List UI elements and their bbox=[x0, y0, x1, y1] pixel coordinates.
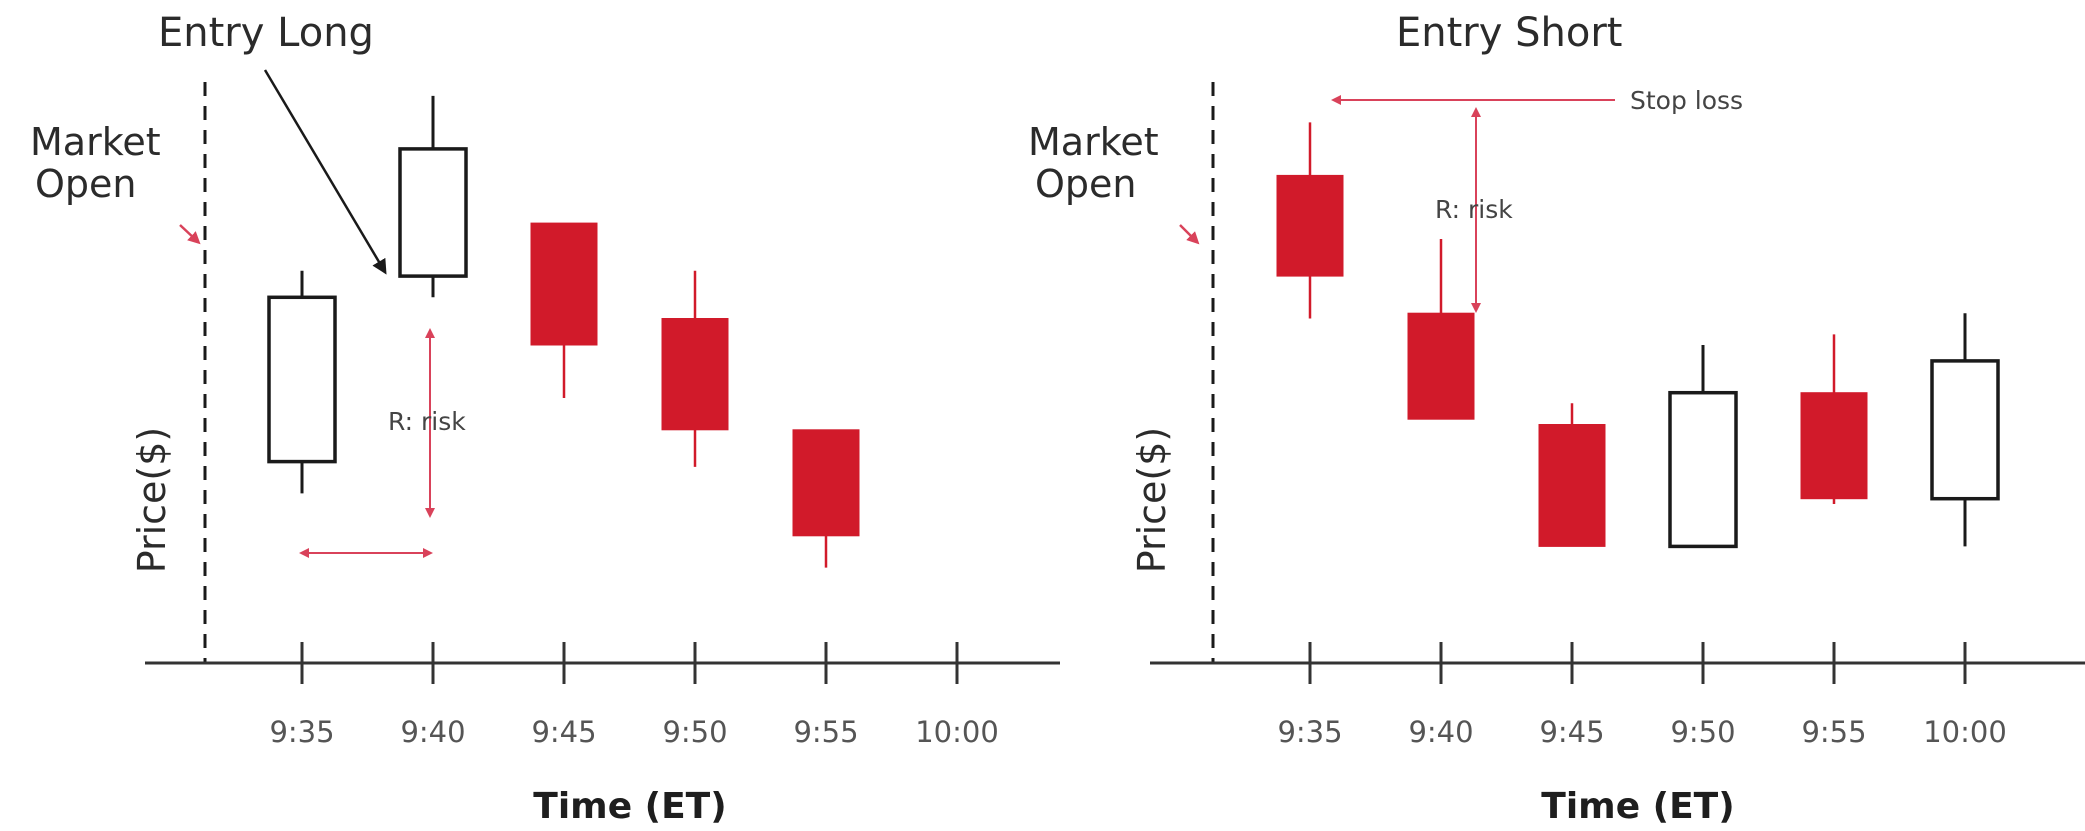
risk-label: R: risk bbox=[1435, 195, 1513, 224]
x-axis-ticks: 9:35 9:40 9:45 9:50 9:55 10:00 bbox=[269, 642, 999, 749]
x-axis-ticks: 9:35 9:40 9:45 9:50 9:55 10:00 bbox=[1277, 642, 2007, 749]
entry-pointer-arrow bbox=[263, 69, 387, 275]
x-axis-label: Time (ET) bbox=[1541, 786, 1734, 827]
risk-label: R: risk bbox=[388, 407, 466, 436]
candle-bullish bbox=[398, 95, 468, 298]
y-axis-label: Price($) bbox=[130, 427, 174, 574]
market-open-label-line1: Market bbox=[30, 120, 161, 164]
candle-bearish bbox=[1800, 334, 1868, 504]
x-axis-label: Time (ET) bbox=[533, 786, 726, 827]
candle-body bbox=[1800, 392, 1868, 500]
candle-bearish bbox=[1276, 122, 1344, 319]
candle-bullish bbox=[1668, 345, 1738, 549]
x-tick-label: 9:40 bbox=[1408, 715, 1473, 749]
market-open-label-line2: Open bbox=[1035, 162, 1137, 206]
x-tick-label: 9:45 bbox=[531, 715, 596, 749]
x-tick-label: 10:00 bbox=[1923, 715, 2007, 749]
panel-entry-long: Entry Long Market Open Price($) 9:35 9:40… bbox=[30, 10, 1060, 827]
x-tick-label: 9:45 bbox=[1539, 715, 1604, 749]
panel-entry-short: Entry Short Market Open Price($) 9:35 9:4… bbox=[1028, 10, 2085, 827]
candle-body bbox=[792, 429, 860, 537]
candle-bearish bbox=[530, 222, 598, 398]
candle-body bbox=[661, 318, 729, 431]
candle-bearish bbox=[661, 270, 729, 467]
chart-title: Entry Long bbox=[158, 10, 374, 56]
candle-body bbox=[267, 295, 337, 464]
market-open-label-line1: Market bbox=[1028, 120, 1159, 164]
candle-body bbox=[1276, 174, 1344, 277]
market-open-arrow bbox=[1179, 224, 1200, 245]
candle-bearish bbox=[792, 429, 860, 568]
candle-body bbox=[1538, 424, 1606, 547]
candle-bullish bbox=[1930, 313, 2000, 547]
y-axis-label: Price($) bbox=[1130, 427, 1174, 574]
stop-loss-label: Stop loss bbox=[1630, 86, 1743, 115]
x-tick-label: 9:50 bbox=[1670, 715, 1735, 749]
candle-body bbox=[398, 147, 468, 278]
candle-body bbox=[1930, 359, 2000, 501]
x-tick-label: 9:50 bbox=[662, 715, 727, 749]
x-tick-label: 9:40 bbox=[400, 715, 465, 749]
x-tick-label: 9:55 bbox=[793, 715, 858, 749]
candle-bearish bbox=[1538, 403, 1606, 547]
candles bbox=[267, 95, 860, 568]
candles bbox=[1276, 122, 2000, 549]
chart-title: Entry Short bbox=[1396, 10, 1622, 56]
candle-body bbox=[530, 222, 598, 346]
candle-bullish bbox=[267, 270, 337, 494]
x-tick-label: 9:35 bbox=[1277, 715, 1342, 749]
candle-body bbox=[1668, 390, 1738, 549]
market-open-label-line2: Open bbox=[35, 162, 137, 206]
market-open-arrow bbox=[179, 224, 201, 245]
candle-bearish bbox=[1407, 239, 1475, 420]
candle-body bbox=[1407, 312, 1475, 420]
x-tick-label: 10:00 bbox=[915, 715, 999, 749]
x-tick-label: 9:35 bbox=[269, 715, 334, 749]
x-tick-label: 9:55 bbox=[1801, 715, 1866, 749]
